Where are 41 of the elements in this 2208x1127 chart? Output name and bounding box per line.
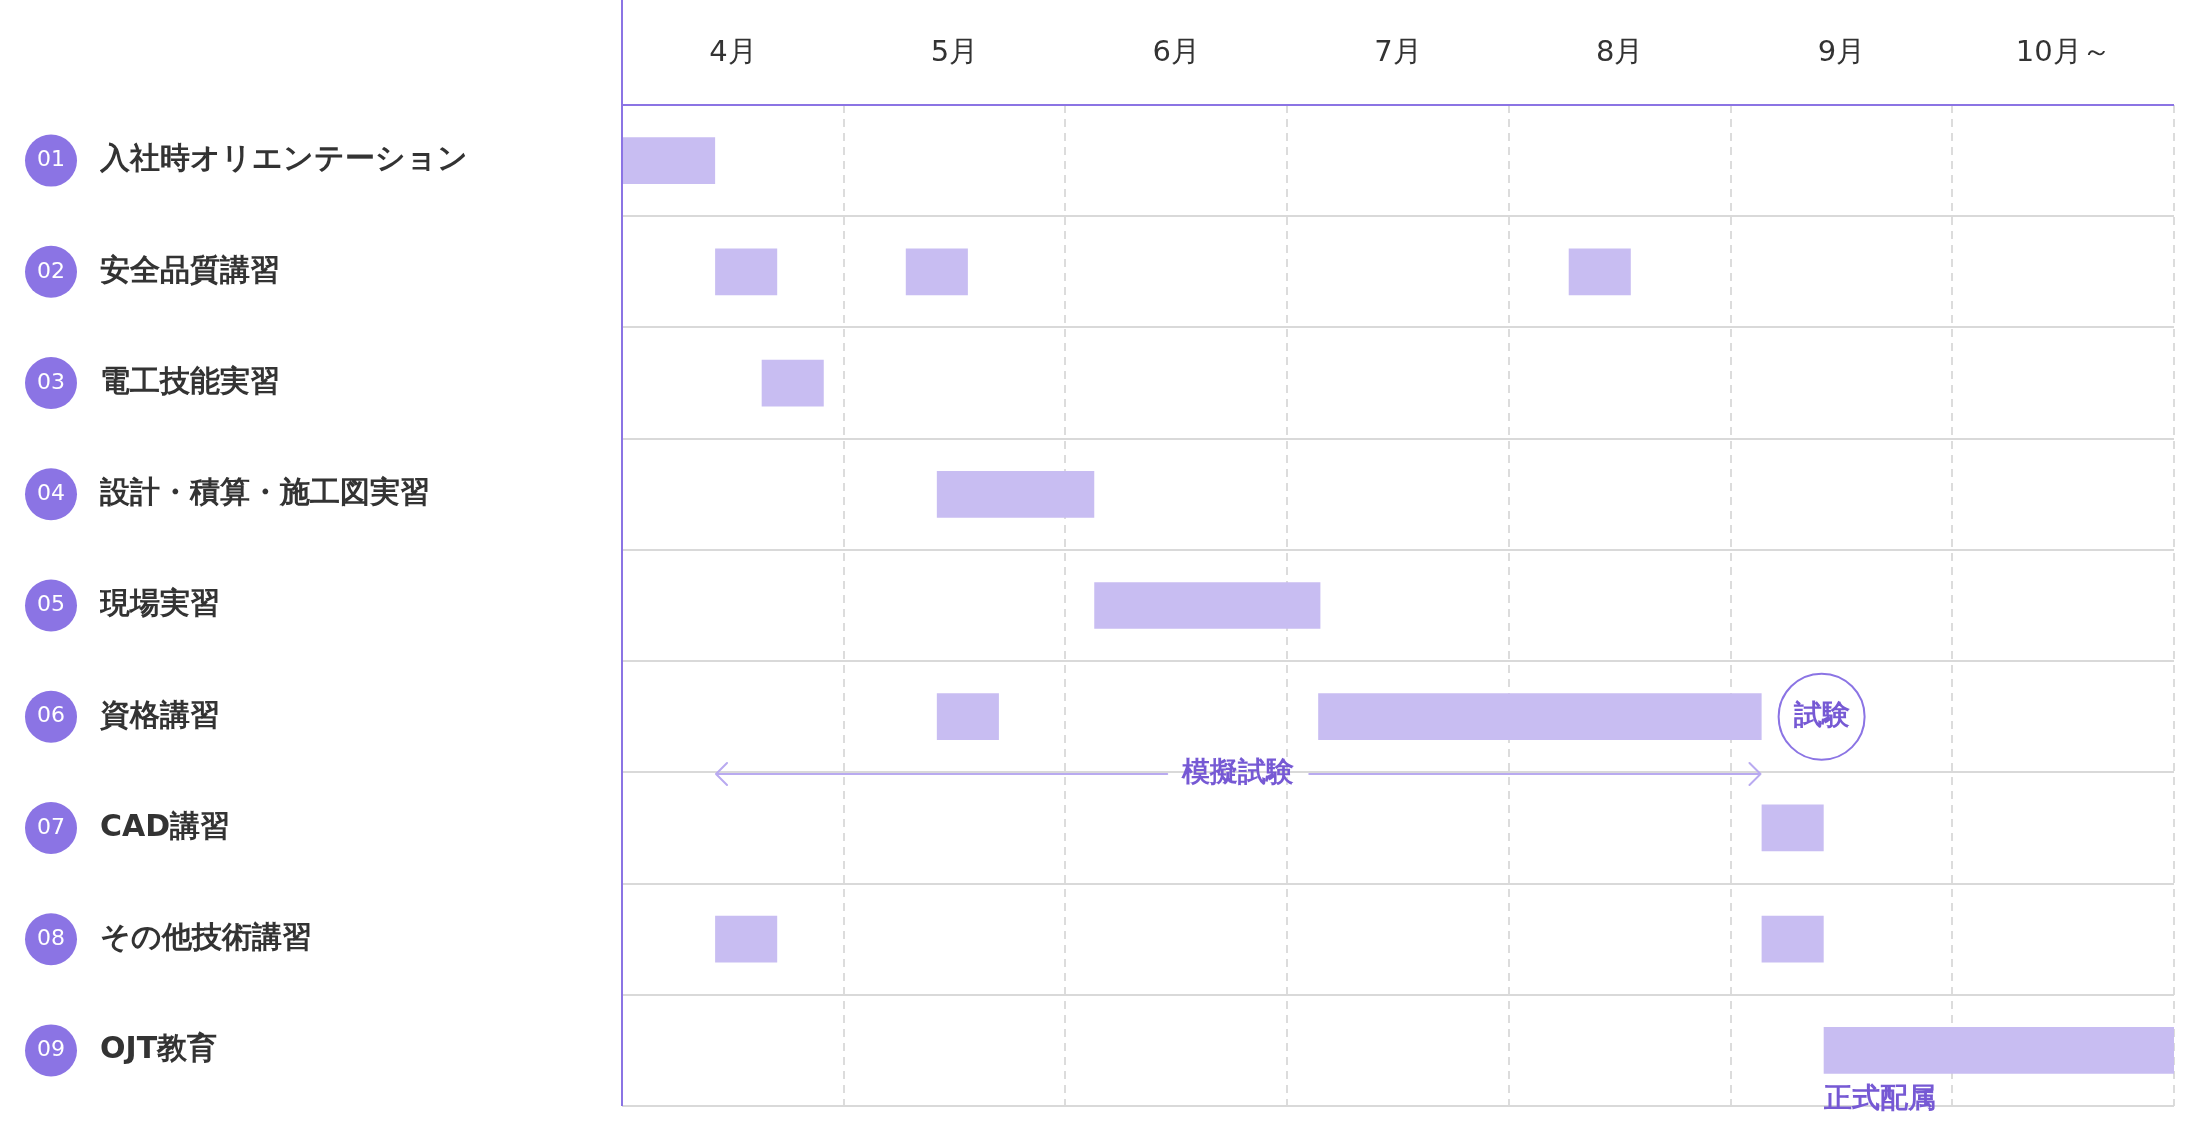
y-tick-label: 安全品質講習 [100, 251, 280, 287]
x-tick-label: 10月～ [2015, 34, 2111, 69]
annotation: 試験 [1792, 698, 1850, 731]
x-tick-label: 6月 [1152, 34, 1201, 69]
text: 07 [37, 813, 65, 839]
bar [715, 915, 778, 963]
annotation: 模擬試験 [1181, 755, 1295, 789]
bar [761, 359, 824, 407]
annotation: 正式配属 [1822, 1081, 1936, 1115]
bar [1318, 693, 1762, 741]
y-tick-label: 現場実習 [99, 585, 220, 621]
y-tick-label: 電工技能実習 [100, 362, 280, 398]
text: 01 [37, 146, 65, 172]
y-tick-label: その他技術講習 [100, 918, 312, 954]
bar [1823, 1027, 2174, 1074]
y-tick-label: 設計・積算・施工図実習 [99, 474, 430, 510]
y-tick-label: OJT教育 [100, 1030, 218, 1066]
x-tick-label: 7月 [1374, 34, 1422, 69]
text: 09 [37, 1036, 65, 1062]
y-tick-label: 資格講習 [99, 696, 220, 732]
y-tick-label: CAD講習 [100, 807, 231, 843]
text: 04 [37, 480, 65, 505]
x-tick-label: 8月 [1595, 34, 1644, 69]
bar [1761, 804, 1824, 852]
text: 03 [37, 368, 65, 394]
text: 08 [37, 924, 65, 950]
bar [936, 693, 999, 741]
bar [905, 248, 968, 296]
text: 02 [37, 257, 65, 283]
x-tick-label: 4月 [709, 34, 757, 69]
y-tick-label: 入社時オリエンテーション [99, 140, 468, 176]
bar [1568, 248, 1631, 296]
x-tick-label: 5月 [930, 34, 979, 69]
bar [936, 470, 1095, 518]
text: 05 [37, 591, 65, 617]
text: 06 [37, 702, 65, 728]
bar [1761, 915, 1824, 963]
bar [622, 137, 716, 184]
bar [1094, 582, 1321, 629]
x-tick-label: 9月 [1817, 34, 1866, 69]
bar [715, 248, 778, 296]
